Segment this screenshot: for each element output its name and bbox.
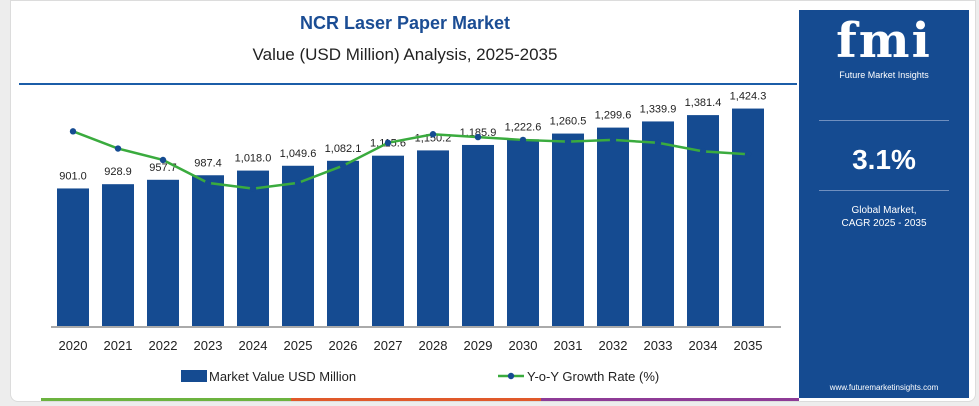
fmi-logo: fmi (836, 13, 932, 69)
bar-2025 (282, 165, 314, 326)
bar-value-label-2033: 1,339.9 (640, 103, 677, 115)
fmi-logo-subtext: Future Market Insights (839, 70, 929, 80)
chart-subtitle: Value (USD Million) Analysis, 2025-2035 (252, 45, 558, 64)
x-tick-label-2028: 2028 (419, 338, 448, 353)
growth-point-2023 (204, 179, 212, 187)
legend-line-marker (507, 372, 515, 380)
growth-point-2025 (294, 179, 302, 187)
bar-2033 (642, 121, 674, 327)
bar-2034 (687, 115, 719, 327)
legend-bar-swatch (181, 370, 207, 382)
bar-2020 (57, 188, 89, 326)
chart-panel: NCR Laser Paper Market Value (USD Millio… (11, 1, 799, 401)
growth-point-2034 (699, 148, 707, 155)
growth-rate-line (72, 130, 749, 190)
bar-2029 (462, 144, 494, 326)
cagr-label-line2: CAGR 2025 - 2035 (841, 218, 927, 229)
x-tick-label-2023: 2023 (194, 338, 223, 353)
growth-point-2032 (609, 136, 617, 144)
growth-point-2027 (384, 139, 392, 146)
x-tick-label-2022: 2022 (149, 338, 178, 353)
bar-value-label-2032: 1,299.6 (595, 110, 632, 122)
growth-point-2020 (69, 128, 77, 135)
growth-point-2035 (744, 151, 752, 158)
x-tick-label-2025: 2025 (284, 338, 313, 353)
bar-value-label-2031: 1,260.5 (550, 116, 587, 128)
bar-value-label-2035: 1,424.3 (730, 91, 767, 103)
cagr-value: 3.1% (852, 144, 916, 175)
bar-value-label-2025: 1,049.6 (280, 148, 317, 160)
strip-orange (291, 398, 541, 401)
bar-2031 (552, 133, 584, 326)
bar-value-label-2030: 1,222.6 (505, 121, 542, 133)
bar-value-label-2024: 1,018.0 (235, 153, 272, 165)
cagr-label-line1: Global Market, (851, 205, 917, 216)
growth-point-2026 (339, 162, 347, 169)
bar-2023 (192, 175, 224, 326)
bar-value-label-2020: 901.0 (59, 170, 87, 182)
bar-2027 (372, 155, 404, 326)
growth-point-2024 (249, 185, 257, 192)
bar-value-label-2021: 928.9 (104, 166, 132, 178)
growth-point-2028 (429, 131, 437, 138)
bar-2022 (147, 179, 179, 326)
bar-value-label-2023: 987.4 (194, 157, 222, 169)
bar-value-label-2034: 1,381.4 (685, 97, 722, 109)
bar-2035 (732, 108, 764, 326)
x-tick-label-2031: 2031 (554, 338, 583, 353)
website-link[interactable]: www.futuremarketinsights.com (829, 383, 939, 392)
chart-title: NCR Laser Paper Market (299, 13, 511, 33)
bar-2032 (597, 127, 629, 327)
growth-point-2030 (519, 136, 527, 144)
growth-point-2029 (474, 133, 482, 141)
x-tick-label-2033: 2033 (644, 338, 673, 353)
sidebar-divider-mid (819, 190, 949, 191)
legend-bar-label: Market Value USD Million (209, 369, 356, 384)
x-tick-label-2021: 2021 (104, 338, 133, 353)
x-tick-label-2034: 2034 (689, 338, 718, 353)
bar-2028 (417, 150, 449, 326)
x-tick-label-2035: 2035 (734, 338, 763, 353)
bar-2024 (237, 170, 269, 326)
title-divider (19, 83, 797, 85)
bar-2021 (102, 184, 134, 326)
strip-green (41, 398, 291, 401)
sidebar-panel: fmi Future Market Insights 3.1% Global M… (799, 10, 969, 398)
bar-2026 (327, 160, 359, 326)
x-tick-label-2032: 2032 (599, 338, 628, 353)
bar-value-label-2026: 1,082.1 (325, 143, 362, 155)
x-tick-label-2027: 2027 (374, 338, 403, 353)
bar-line-chart: 901.02020928.92021957.72022987.420231,01… (51, 91, 781, 384)
legend-line-label: Y-o-Y Growth Rate (%) (527, 369, 659, 384)
growth-point-2022 (159, 156, 167, 164)
chart-card: NCR Laser Paper Market Value (USD Millio… (10, 0, 976, 402)
x-tick-label-2024: 2024 (239, 338, 268, 353)
strip-purple (541, 398, 799, 401)
x-tick-label-2020: 2020 (59, 338, 88, 353)
growth-point-2031 (564, 138, 572, 145)
growth-point-2033 (654, 139, 662, 146)
bar-2030 (507, 139, 539, 326)
x-tick-label-2026: 2026 (329, 338, 358, 353)
growth-point-2021 (114, 145, 122, 152)
x-tick-label-2030: 2030 (509, 338, 538, 353)
x-tick-label-2029: 2029 (464, 338, 493, 353)
sidebar-divider-top (819, 120, 949, 121)
